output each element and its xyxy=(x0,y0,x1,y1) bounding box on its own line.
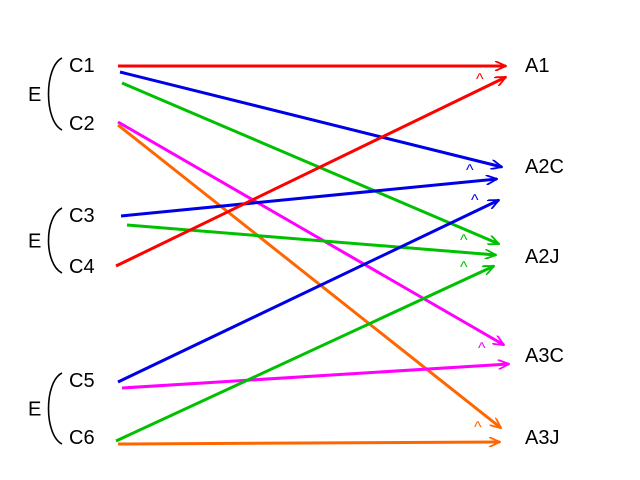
edge-c2-to-a3c xyxy=(117,120,504,347)
group-label: E xyxy=(28,231,41,253)
caret-mark: ^ xyxy=(478,340,486,357)
edge-c5-to-a2c xyxy=(117,198,499,384)
left-nodes: C1 C2 C3 C4 C5 C6 xyxy=(69,55,95,449)
edge-c6-to-a2j xyxy=(115,264,494,443)
right-node-a1: A1 xyxy=(525,55,549,77)
edge-c6-to-a3j xyxy=(117,442,500,444)
right-node-a3c: A3C xyxy=(525,345,564,367)
group-label: E xyxy=(28,84,41,106)
left-node-c4: C4 xyxy=(69,256,95,278)
bracket-curve xyxy=(47,372,63,445)
caret-mark: ^ xyxy=(460,232,468,249)
group-bracket-2: E xyxy=(28,207,63,274)
left-node-c3: C3 xyxy=(69,205,95,227)
caret-mark: ^ xyxy=(460,259,468,276)
right-node-a3j: A3J xyxy=(525,427,559,449)
groups-layer: E E E xyxy=(28,57,63,445)
carets-layer: ^ ^ ^ ^ ^ ^ ^ xyxy=(460,71,486,436)
caret-mark: ^ xyxy=(474,419,482,436)
caret-mark: ^ xyxy=(471,192,479,209)
group-bracket-3: E xyxy=(28,372,63,445)
right-nodes: A1 A2C A2J A3C A3J xyxy=(525,55,564,449)
left-node-c6: C6 xyxy=(69,427,95,449)
caret-mark: ^ xyxy=(466,162,474,179)
edge-c1-to-a2j xyxy=(121,81,499,246)
right-node-a2j: A2J xyxy=(525,246,559,268)
edge-c3-to-a2c xyxy=(120,179,497,218)
bracket-curve xyxy=(47,207,63,274)
edge-c1-to-a2c xyxy=(119,70,502,167)
edge-c5-to-a3c xyxy=(121,364,509,390)
caret-mark: ^ xyxy=(476,71,484,88)
edge-c2-to-a3j xyxy=(117,123,501,428)
group-bracket-1: E xyxy=(28,57,63,131)
left-node-c5: C5 xyxy=(69,370,95,392)
left-node-c1: C1 xyxy=(69,55,95,77)
left-node-c2: C2 xyxy=(69,113,95,135)
group-label: E xyxy=(28,399,41,421)
edge-c4-to-a1 xyxy=(115,75,506,268)
edges-layer xyxy=(115,66,509,444)
bracket-curve xyxy=(47,57,63,131)
right-node-a2c: A2C xyxy=(525,156,564,178)
